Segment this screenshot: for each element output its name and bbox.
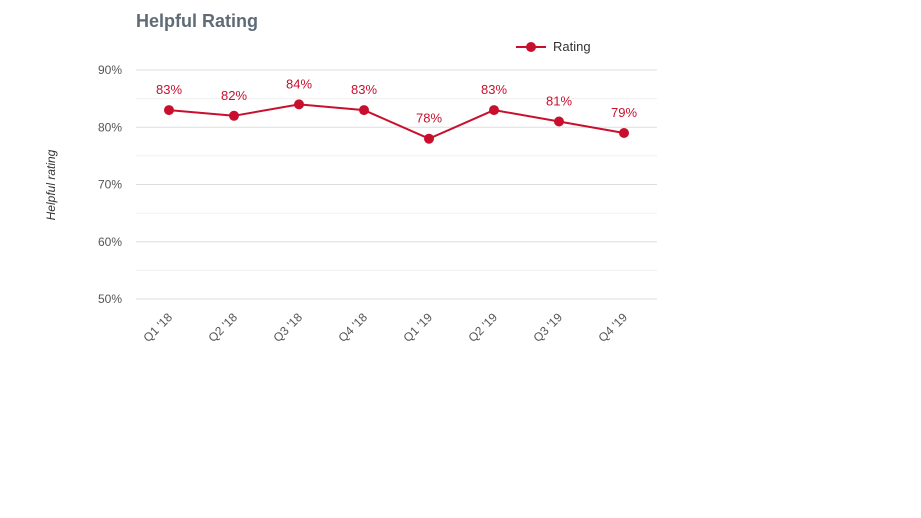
x-tick-label: Q1 '19	[400, 310, 435, 345]
x-tick-label: Q2 '19	[465, 310, 500, 345]
data-point[interactable]	[554, 116, 564, 127]
data-point[interactable]	[619, 127, 629, 138]
x-tick-label: Q1 '18	[140, 310, 175, 345]
data-point[interactable]	[424, 133, 434, 144]
y-axis-label: Helpful rating	[44, 149, 58, 220]
legend[interactable]: Rating	[516, 39, 591, 54]
x-tick-label: Q3 '18	[270, 310, 305, 345]
data-label: 82%	[221, 88, 247, 103]
y-tick-label: 80%	[98, 120, 122, 134]
x-axis-ticks: Q1 '18 Q2 '18 Q3 '18 Q4 '18 Q1 '19 Q2 '19 Q3 '…	[140, 310, 630, 345]
data-label: 83%	[481, 82, 507, 97]
data-label: 84%	[286, 76, 312, 91]
legend-marker	[526, 42, 536, 52]
x-tick-label: Q2 '18	[205, 310, 240, 345]
data-label: 79%	[611, 105, 637, 120]
y-tick-label: 70%	[98, 178, 122, 192]
data-point[interactable]	[229, 110, 239, 121]
grid	[136, 69, 657, 300]
data-point[interactable]	[294, 99, 304, 110]
data-point[interactable]	[164, 105, 174, 116]
data-label: 81%	[546, 94, 572, 109]
data-point[interactable]	[489, 105, 499, 116]
y-tick-label: 90%	[98, 63, 122, 77]
x-tick-label: Q3 '19	[530, 310, 565, 345]
x-tick-label: Q4 '18	[335, 310, 370, 345]
data-label: 83%	[156, 82, 182, 97]
series-line	[168, 103, 625, 140]
y-tick-label: 50%	[98, 292, 122, 306]
series-rating: 83% 82% 84% 83% 78% 83% 81% 79%	[156, 76, 637, 144]
legend-label-rating: Rating	[553, 39, 591, 54]
y-tick-label: 60%	[98, 235, 122, 249]
chart-title: Helpful Rating	[136, 11, 258, 31]
x-tick-label: Q4 '19	[595, 310, 630, 345]
data-point[interactable]	[359, 105, 369, 116]
data-label: 78%	[416, 111, 442, 126]
y-axis-ticks: 50% 60% 70% 80% 90%	[98, 63, 122, 306]
data-label: 83%	[351, 82, 377, 97]
